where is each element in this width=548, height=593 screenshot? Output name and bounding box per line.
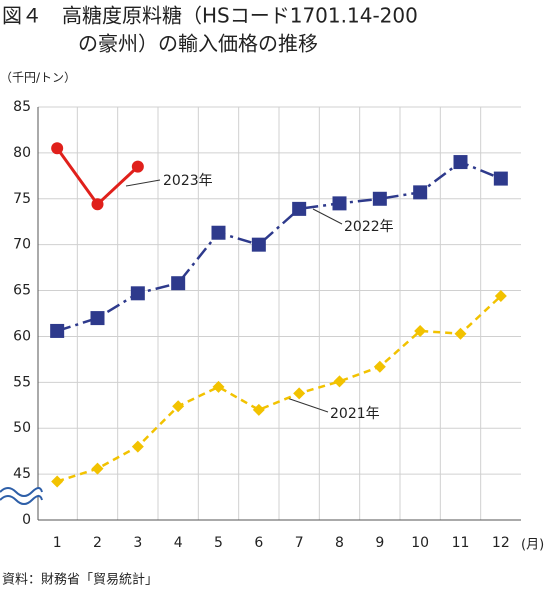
- y-tick-label: 85: [13, 99, 31, 115]
- marker: [50, 323, 65, 338]
- y-axis-label: （千円/トン）: [0, 71, 76, 85]
- x-tick-label: 4: [174, 535, 183, 551]
- marker: [372, 191, 387, 206]
- series-label: 2022年: [344, 219, 394, 235]
- axis-break: [0, 487, 43, 505]
- source: 資料：財務省「貿易統計」: [2, 572, 158, 588]
- marker: [454, 327, 467, 340]
- leader-line: [125, 179, 161, 187]
- marker: [91, 198, 104, 211]
- marker: [252, 403, 265, 416]
- x-axis-label: (月): [521, 538, 544, 553]
- marker: [293, 387, 306, 400]
- x-tick-label: 1: [53, 535, 62, 551]
- marker: [292, 201, 307, 216]
- marker: [212, 380, 225, 393]
- x-tick-label: 11: [452, 535, 470, 551]
- y-tick-label: 80: [13, 145, 31, 161]
- marker: [251, 237, 266, 252]
- series-label: 2023年: [163, 173, 213, 189]
- marker: [172, 400, 185, 413]
- marker: [414, 324, 427, 337]
- marker: [131, 440, 144, 453]
- marker: [90, 311, 105, 326]
- marker: [91, 462, 104, 475]
- x-tick-label: 3: [133, 535, 142, 551]
- y-tick-label: 50: [13, 420, 31, 436]
- marker: [493, 171, 508, 186]
- x-tick-label: 7: [295, 535, 304, 551]
- series-line: [55, 147, 139, 207]
- y-tick-label: 65: [13, 283, 31, 299]
- x-tick-label: 6: [254, 535, 263, 551]
- leader-line: [312, 208, 343, 225]
- x-tick-label: 10: [411, 535, 429, 551]
- marker: [373, 360, 386, 373]
- marker: [51, 142, 64, 155]
- marker: [494, 290, 507, 303]
- y-tick-label: 60: [13, 328, 31, 344]
- marker: [171, 276, 186, 291]
- marker: [332, 196, 347, 211]
- y-tick-label: 45: [13, 466, 31, 482]
- x-tick-label: 8: [335, 535, 344, 551]
- y-tick-label: 0: [22, 512, 31, 528]
- x-tick-label: 9: [375, 535, 384, 551]
- marker: [211, 225, 226, 240]
- y-tick-label: 55: [13, 374, 31, 390]
- marker: [453, 155, 468, 170]
- chart-title: 図４ 高糖度原料糖（HSコード1701.14-200: [2, 4, 418, 28]
- marker: [51, 475, 64, 488]
- leader-line: [286, 397, 329, 413]
- axis-break: [0, 487, 51, 503]
- marker: [131, 160, 144, 173]
- y-tick-label: 75: [13, 191, 31, 207]
- chart-title: の豪州）の輸入価格の推移: [78, 32, 318, 56]
- marker: [413, 185, 428, 200]
- series-line: [56, 295, 502, 483]
- grid: [38, 106, 521, 520]
- y-tick-label: 70: [13, 237, 31, 253]
- series-label: 2021年: [330, 406, 380, 422]
- x-tick-label: 12: [492, 535, 510, 551]
- x-tick-label: 2: [93, 535, 102, 551]
- marker: [130, 286, 145, 301]
- marker: [333, 375, 346, 388]
- x-tick-label: 5: [214, 535, 223, 551]
